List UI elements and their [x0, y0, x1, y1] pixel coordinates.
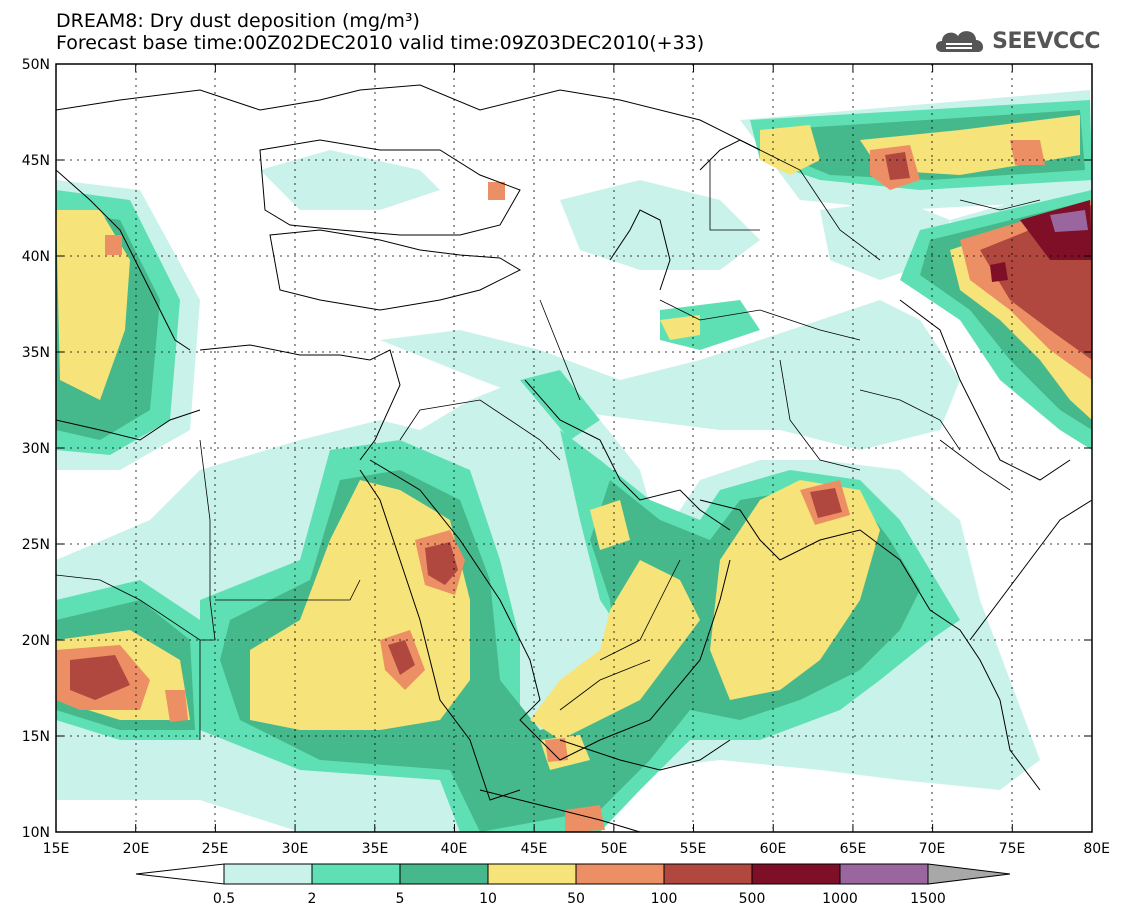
lat-label: 10N	[22, 825, 50, 841]
lon-label: 45E	[521, 841, 548, 857]
lon-label: 50E	[601, 841, 628, 857]
lat-label: 15N	[22, 729, 50, 745]
lon-label: 35E	[362, 841, 389, 857]
colorbar-label: 2	[308, 891, 317, 907]
lat-label: 20N	[22, 633, 50, 649]
level-1000	[1050, 210, 1088, 232]
colorbar-swatch	[311, 863, 401, 885]
lon-label: 75E	[999, 841, 1026, 857]
colorbar-swatch	[663, 863, 753, 885]
lat-label: 50N	[22, 57, 50, 73]
lon-label: 30E	[282, 841, 309, 857]
lon-label: 25E	[202, 841, 229, 857]
colorbar-swatch	[751, 863, 841, 885]
colorbar-over-arrow	[927, 863, 1011, 885]
colorbar-label: 10	[479, 891, 497, 907]
lon-label: 60E	[760, 841, 787, 857]
colorbar-label: 1000	[822, 891, 858, 907]
coastlines	[56, 84, 1092, 832]
dust-field	[56, 64, 1092, 832]
lat-label: 30N	[22, 441, 50, 457]
colorbar-label: 0.5	[213, 891, 235, 907]
colorbar-swatch	[223, 863, 313, 885]
lon-label: 15E	[43, 841, 70, 857]
lon-label: 40E	[441, 841, 468, 857]
colorbar-label: 50	[567, 891, 585, 907]
colorbar-label: 1500	[910, 891, 946, 907]
lon-label: 55E	[680, 841, 707, 857]
logo-text: SEEVCCC	[992, 28, 1100, 54]
colorbar-label: 100	[651, 891, 678, 907]
lat-label: 40N	[22, 249, 50, 265]
graticule	[56, 64, 1092, 832]
lat-label: 35N	[22, 345, 50, 361]
longitude-labels: 15E 20E 25E 30E 35E 40E 45E 50E 55E 60E …	[43, 841, 1110, 857]
colorbar-label: 5	[396, 891, 405, 907]
lon-label: 20E	[123, 841, 150, 857]
colorbar-swatch	[575, 863, 665, 885]
cloud-icon	[936, 31, 984, 52]
seevccc-logo: SEEVCCC	[932, 24, 1100, 58]
map-subtitle: Forecast base time:00Z02DEC2010 valid ti…	[56, 32, 705, 54]
colorbar-swatch	[487, 863, 577, 885]
colorbar-label: 500	[739, 891, 766, 907]
lat-label: 25N	[22, 537, 50, 553]
colorbar-under-arrow	[135, 863, 225, 885]
latitude-labels: 50N 45N 40N 35N 30N 25N 20N 15N 10N	[22, 57, 50, 841]
colorbar-swatch	[399, 863, 489, 885]
lon-label: 70E	[919, 841, 946, 857]
colorbar: 0.5 2 5 10 50 100 500 1000 1500	[135, 863, 1011, 907]
lon-label: 65E	[840, 841, 867, 857]
lon-label: 80E	[1083, 841, 1110, 857]
map-title: DREAM8: Dry dust deposition (mg/m³)	[56, 10, 420, 32]
colorbar-swatch	[839, 863, 929, 885]
axis-ticks	[55, 63, 1093, 833]
lat-label: 45N	[22, 153, 50, 169]
